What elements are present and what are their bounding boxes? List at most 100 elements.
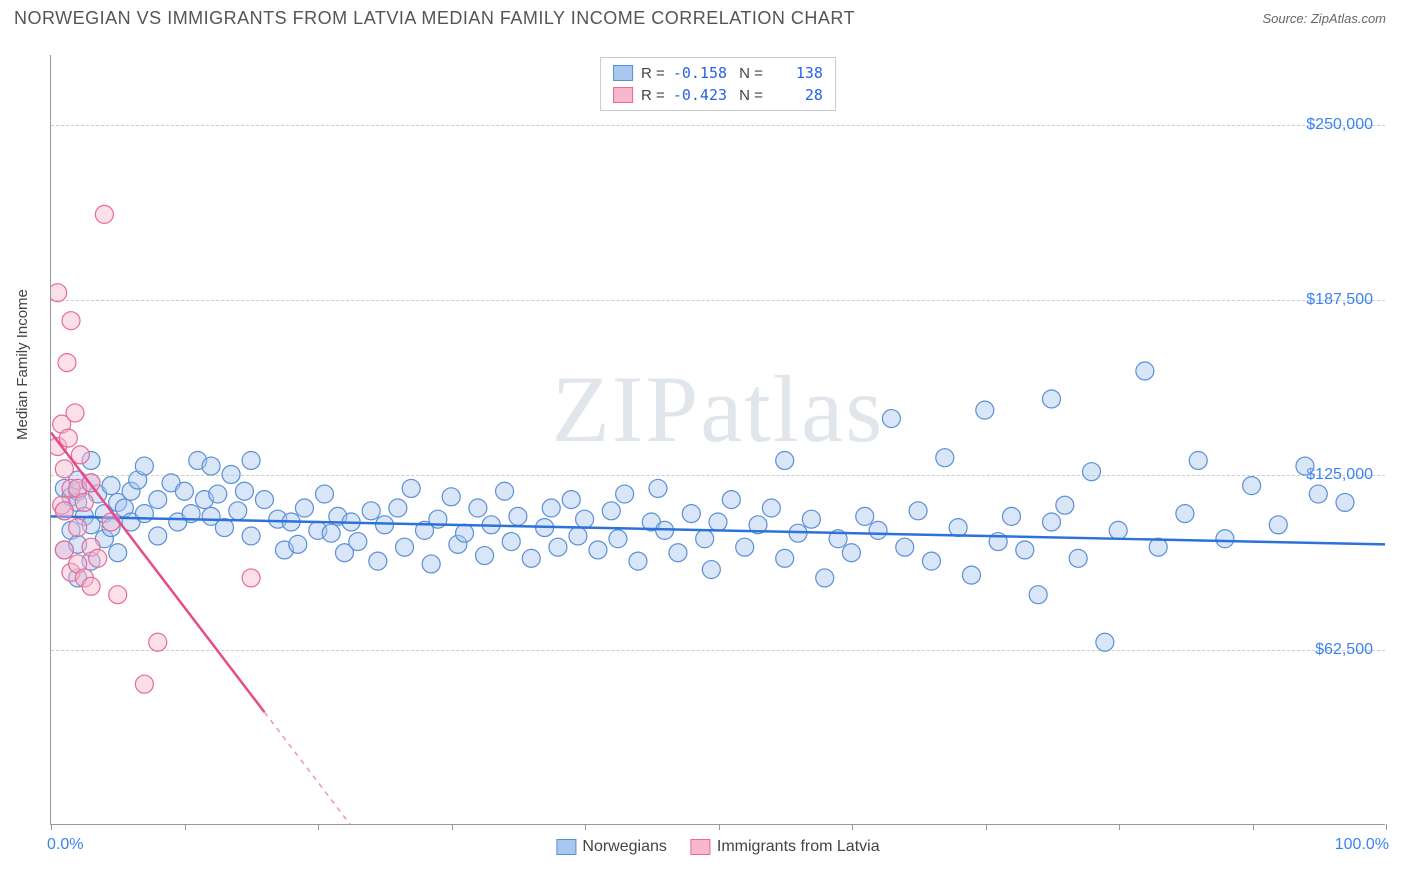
data-point	[362, 502, 380, 520]
data-point	[51, 284, 67, 302]
data-point	[922, 552, 940, 570]
data-point	[1043, 390, 1061, 408]
swatch-bottom-latvia	[691, 839, 711, 855]
data-point	[882, 410, 900, 428]
data-point	[55, 460, 73, 478]
r-value-norwegians: -0.158	[673, 64, 727, 82]
swatch-latvia	[613, 87, 633, 103]
data-point	[242, 527, 260, 545]
scatter-plot-svg	[51, 55, 1385, 824]
x-tick	[986, 824, 987, 830]
data-point	[869, 521, 887, 539]
data-point	[1216, 530, 1234, 548]
data-point	[69, 519, 87, 537]
data-point	[255, 491, 273, 509]
x-tick	[318, 824, 319, 830]
x-tick	[185, 824, 186, 830]
data-point	[949, 519, 967, 537]
trend-line-dashed	[264, 712, 371, 824]
data-point	[602, 502, 620, 520]
x-tick	[1119, 824, 1120, 830]
data-point	[95, 205, 113, 223]
data-point	[1029, 586, 1047, 604]
data-point	[135, 457, 153, 475]
data-point	[389, 499, 407, 517]
data-point	[149, 527, 167, 545]
data-point	[55, 502, 73, 520]
data-point	[609, 530, 627, 548]
series-legend: Norwegians Immigrants from Latvia	[556, 838, 879, 856]
data-point	[222, 465, 240, 483]
data-point	[522, 549, 540, 567]
data-point	[149, 633, 167, 651]
data-point	[1056, 496, 1074, 514]
data-point	[549, 538, 567, 556]
x-tick	[719, 824, 720, 830]
data-point	[722, 491, 740, 509]
data-point	[936, 449, 954, 467]
data-point	[1296, 457, 1314, 475]
x-tick	[51, 824, 52, 830]
data-point	[776, 451, 794, 469]
correlation-legend: R = -0.158 N = 138 R = -0.423 N = 28	[600, 57, 836, 111]
data-point	[776, 549, 794, 567]
data-point	[669, 544, 687, 562]
data-point	[709, 513, 727, 531]
legend-item-latvia: Immigrants from Latvia	[691, 838, 880, 856]
data-point	[542, 499, 560, 517]
data-point	[702, 561, 720, 579]
x-tick	[1386, 824, 1387, 830]
data-point	[66, 404, 84, 422]
x-tick	[452, 824, 453, 830]
data-point	[1269, 516, 1287, 534]
data-point	[469, 499, 487, 517]
data-point	[589, 541, 607, 559]
swatch-norwegians	[613, 65, 633, 81]
x-axis-max-label: 100.0%	[1335, 836, 1389, 854]
legend-row-latvia: R = -0.423 N = 28	[613, 84, 823, 106]
data-point	[976, 401, 994, 419]
data-point	[369, 552, 387, 570]
data-point	[175, 482, 193, 500]
data-point	[89, 549, 107, 567]
data-point	[562, 491, 580, 509]
data-point	[1309, 485, 1327, 503]
data-point	[242, 451, 260, 469]
legend-label-latvia: Immigrants from Latvia	[717, 838, 880, 856]
data-point	[209, 485, 227, 503]
data-point	[349, 533, 367, 551]
r-value-latvia: -0.423	[673, 86, 727, 104]
data-point	[55, 541, 73, 559]
data-point	[1243, 477, 1261, 495]
x-tick	[1253, 824, 1254, 830]
data-point	[509, 507, 527, 525]
data-point	[1336, 493, 1354, 511]
data-point	[649, 479, 667, 497]
data-point	[109, 544, 127, 562]
data-point	[62, 312, 80, 330]
data-point	[442, 488, 460, 506]
data-point	[109, 586, 127, 604]
source-attribution: Source: ZipAtlas.com	[1262, 11, 1386, 26]
chart-title: NORWEGIAN VS IMMIGRANTS FROM LATVIA MEDI…	[14, 8, 855, 29]
data-point	[569, 527, 587, 545]
data-point	[736, 538, 754, 556]
x-axis-min-label: 0.0%	[47, 836, 83, 854]
data-point	[456, 524, 474, 542]
chart-header: NORWEGIAN VS IMMIGRANTS FROM LATVIA MEDI…	[0, 0, 1406, 33]
data-point	[102, 477, 120, 495]
legend-item-norwegians: Norwegians	[556, 838, 666, 856]
data-point	[502, 533, 520, 551]
data-point	[82, 577, 100, 595]
x-tick	[585, 824, 586, 830]
data-point	[295, 499, 313, 517]
chart-plot-area: ZIPatlas R = -0.158 N = 138 R = -0.423 N…	[50, 55, 1385, 825]
data-point	[1016, 541, 1034, 559]
data-point	[242, 569, 260, 587]
data-point	[576, 510, 594, 528]
data-point	[909, 502, 927, 520]
data-point	[58, 354, 76, 372]
legend-row-norwegians: R = -0.158 N = 138	[613, 62, 823, 84]
data-point	[322, 524, 340, 542]
n-value-norwegians: 138	[771, 64, 823, 82]
